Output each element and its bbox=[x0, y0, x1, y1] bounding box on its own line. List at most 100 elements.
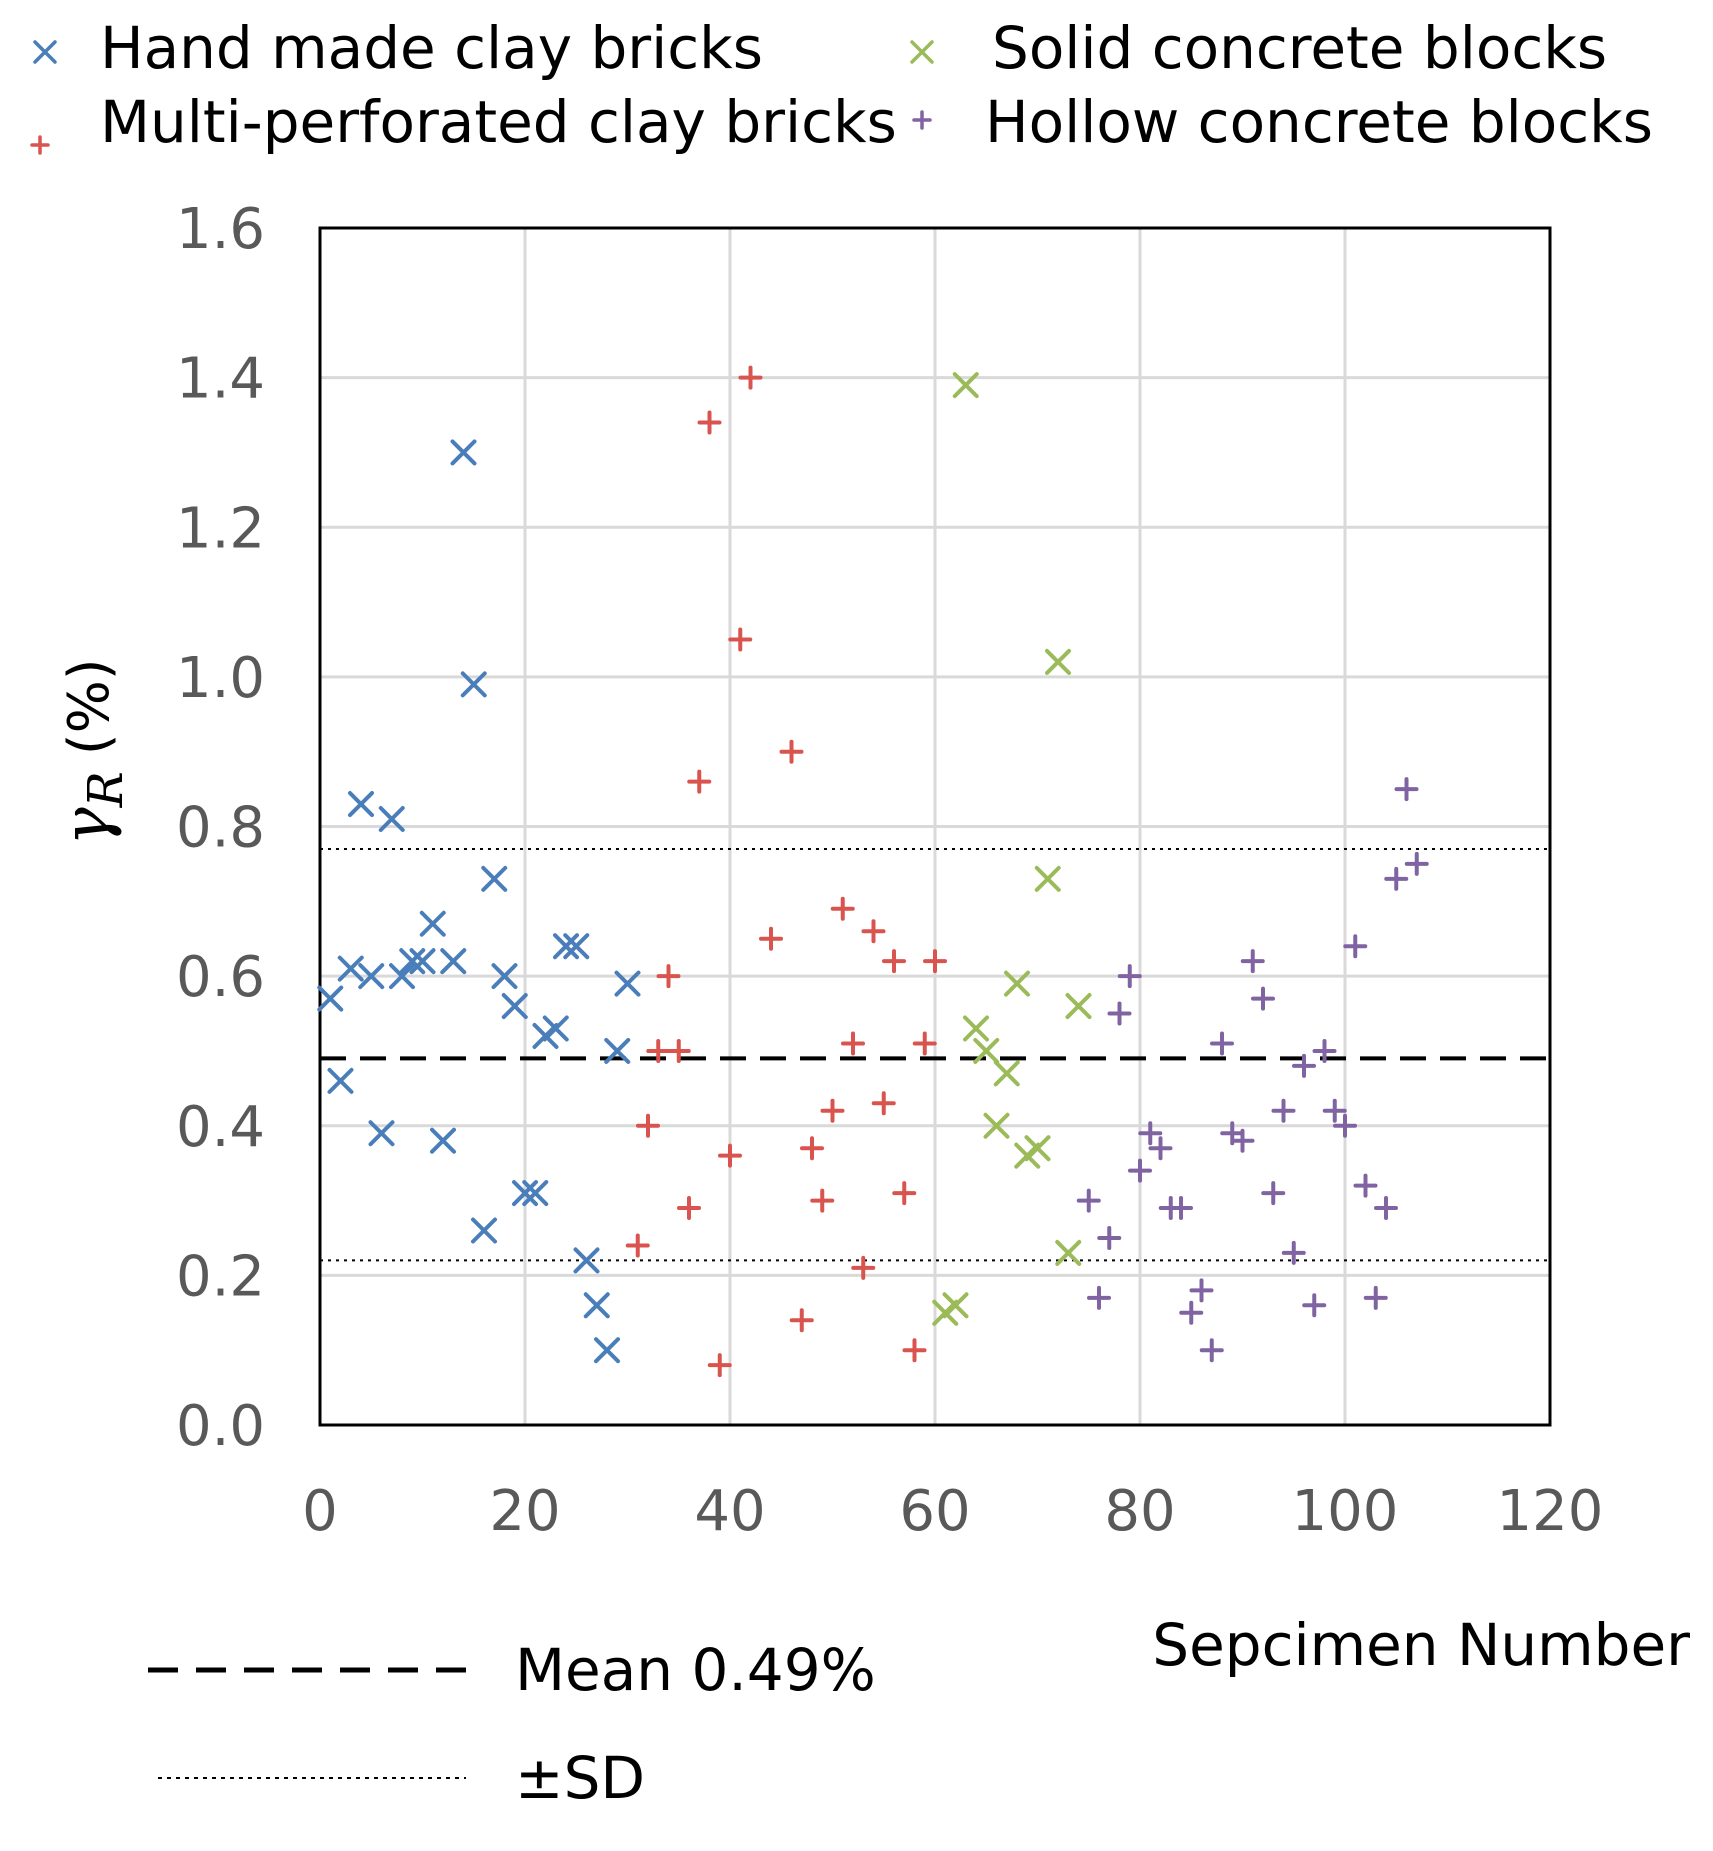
data-point-series-2 bbox=[1065, 993, 1092, 1020]
data-point-series-1 bbox=[697, 410, 722, 435]
data-point-series-3 bbox=[1087, 1285, 1111, 1310]
data-point-series-0 bbox=[450, 439, 477, 466]
data-point-series-0 bbox=[553, 933, 579, 960]
data-point-series-3 bbox=[1199, 1338, 1224, 1363]
legend-marker-3 bbox=[912, 110, 932, 130]
data-point-series-1 bbox=[687, 769, 712, 794]
data-point-series-0 bbox=[604, 1037, 631, 1064]
data-point-series-0 bbox=[512, 1180, 538, 1207]
data-point-series-3 bbox=[1384, 866, 1409, 891]
legend-label-multi-perforated-clay-bricks: Multi-perforated clay bricks bbox=[100, 88, 897, 156]
data-point-series-1 bbox=[646, 1038, 671, 1063]
data-point-series-1 bbox=[718, 1143, 742, 1168]
data-point-series-2 bbox=[1004, 970, 1030, 997]
y-tick-label: 0.8 bbox=[176, 796, 265, 861]
data-point-series-3 bbox=[1240, 949, 1265, 974]
data-point-series-0 bbox=[419, 910, 446, 937]
data-point-series-0 bbox=[573, 1247, 600, 1274]
data-point-series-2 bbox=[963, 1015, 989, 1042]
plot-area-frame bbox=[318, 226, 1552, 1427]
data-point-series-3 bbox=[1363, 1285, 1388, 1310]
x-axis-ticks: 0 20 40 60 80 100 120 bbox=[302, 1479, 1603, 1544]
data-point-series-3 bbox=[1117, 964, 1142, 989]
data-point-series-1 bbox=[882, 949, 906, 974]
legend-marker-1 bbox=[30, 135, 50, 155]
data-point-series-0 bbox=[378, 806, 405, 833]
data-point-series-1 bbox=[923, 949, 947, 974]
data-point-series-0 bbox=[471, 1217, 497, 1244]
data-point-series-3 bbox=[1374, 1196, 1398, 1221]
data-point-series-0 bbox=[348, 791, 374, 818]
x-tick-label: 0 bbox=[302, 1479, 338, 1544]
data-point-series-2 bbox=[993, 1060, 1020, 1087]
data-point-series-3 bbox=[1251, 986, 1275, 1011]
data-point-series-0 bbox=[317, 985, 344, 1012]
legend-label-mean: Mean 0.49% bbox=[515, 1636, 876, 1704]
legend-marker-0 bbox=[33, 40, 57, 64]
data-point-series-1 bbox=[636, 1113, 660, 1138]
data-point-series-3 bbox=[1261, 1181, 1286, 1206]
data-point-series-3 bbox=[1404, 851, 1429, 876]
data-point-series-3 bbox=[1394, 777, 1419, 802]
y-tick-label: 1.4 bbox=[176, 347, 265, 412]
data-point-series-1 bbox=[759, 926, 783, 951]
data-point-series-3 bbox=[1333, 1113, 1357, 1138]
data-point-series-0 bbox=[563, 933, 590, 960]
legend-label-solid-concrete-blocks: Solid concrete blocks bbox=[992, 14, 1607, 82]
data-point-series-1 bbox=[810, 1188, 835, 1213]
y-tick-label: 1.6 bbox=[176, 197, 265, 262]
data-point-series-2 bbox=[973, 1037, 1000, 1064]
data-point-series-0 bbox=[430, 1127, 456, 1154]
data-point-series-0 bbox=[389, 963, 415, 990]
data-point-series-3 bbox=[1281, 1240, 1306, 1265]
data-point-series-3 bbox=[1179, 1300, 1204, 1325]
legend-label-hand-made-clay-bricks: Hand made clay bricks bbox=[100, 14, 763, 82]
x-tick-label: 120 bbox=[1497, 1479, 1604, 1544]
x-tick-label: 100 bbox=[1292, 1479, 1399, 1544]
y-tick-label: 0.6 bbox=[176, 945, 265, 1010]
x-tick-label: 80 bbox=[1104, 1479, 1175, 1544]
data-point-series-1 bbox=[666, 1038, 691, 1063]
data-point-series-0 bbox=[358, 963, 385, 990]
data-point-series-1 bbox=[800, 1136, 824, 1161]
data-point-series-0 bbox=[542, 1015, 569, 1042]
y-axis-ticks: 0.0 0.2 0.4 0.6 0.8 1.0 1.2 1.4 1.6 bbox=[176, 197, 265, 1459]
data-point-series-3 bbox=[1322, 1098, 1347, 1123]
data-point-series-2 bbox=[983, 1112, 1010, 1139]
legend-label-sd: ±SD bbox=[515, 1744, 645, 1812]
legend-marker-2 bbox=[910, 40, 934, 64]
data-point-series-0 bbox=[594, 1337, 620, 1364]
y-tick-label: 0.0 bbox=[176, 1394, 265, 1459]
data-point-series-3 bbox=[1148, 1136, 1173, 1161]
data-point-series-2 bbox=[942, 1292, 969, 1319]
data-point-series-1 bbox=[871, 1091, 896, 1116]
data-point-series-1 bbox=[902, 1338, 927, 1363]
data-point-series-1 bbox=[892, 1181, 917, 1206]
data-point-series-0 bbox=[583, 1292, 610, 1319]
gridlines bbox=[318, 226, 1552, 1427]
data-point-series-0 bbox=[399, 948, 426, 975]
y-tick-label: 0.4 bbox=[176, 1095, 265, 1160]
data-point-series-3 bbox=[1271, 1098, 1296, 1123]
y-axis-label: γR(%) bbox=[50, 658, 134, 845]
data-point-series-0 bbox=[440, 948, 467, 975]
data-point-series-1 bbox=[728, 627, 753, 652]
data-point-series-1 bbox=[738, 365, 763, 390]
data-point-series-0 bbox=[368, 1120, 395, 1147]
line-legend: Mean 0.49% ±SD bbox=[148, 1636, 876, 1812]
data-point-series-2 bbox=[1034, 865, 1061, 892]
data-point-series-3 bbox=[1138, 1121, 1163, 1146]
data-point-series-1 bbox=[861, 919, 886, 944]
data-point-series-0 bbox=[501, 993, 528, 1020]
data-point-series-0 bbox=[460, 671, 487, 698]
data-point-series-1 bbox=[789, 1308, 814, 1333]
data-point-series-2 bbox=[1055, 1239, 1082, 1266]
data-point-series-3 bbox=[1076, 1188, 1101, 1213]
data-point-series-2 bbox=[1045, 648, 1071, 675]
data-point-series-1 bbox=[656, 964, 681, 989]
data-point-series-2 bbox=[952, 372, 979, 399]
legend-label-hollow-concrete-blocks: Hollow concrete blocks bbox=[985, 88, 1653, 156]
data-point-series-1 bbox=[779, 739, 804, 764]
data-point-series-1 bbox=[820, 1098, 845, 1123]
